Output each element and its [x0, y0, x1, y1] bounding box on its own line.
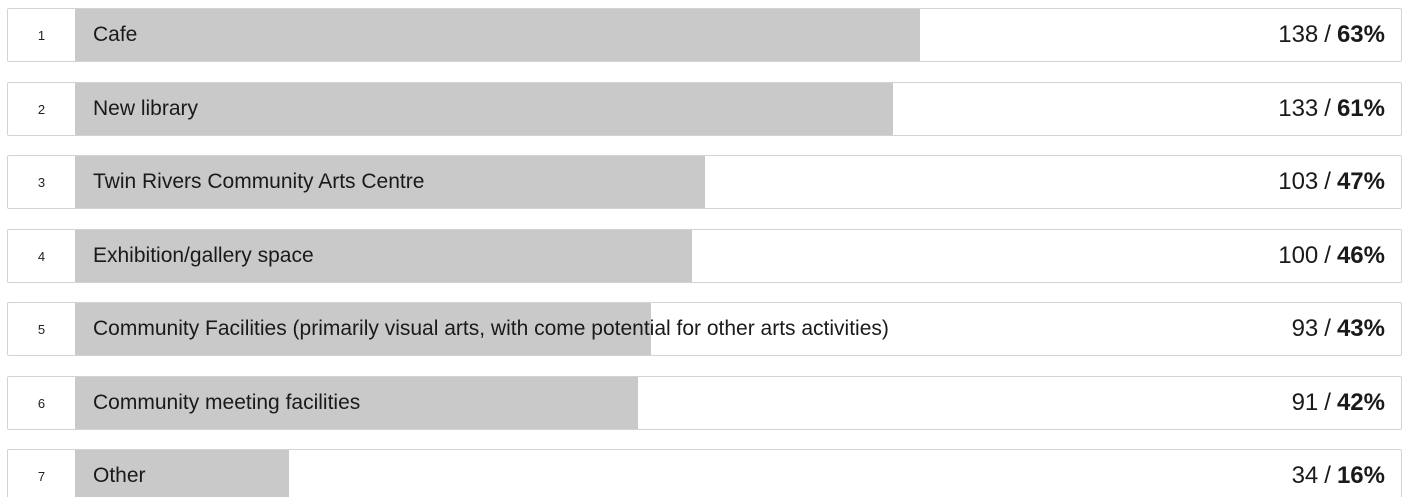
- value-separator: /: [1324, 95, 1331, 122]
- value-readout: 138/63%: [1278, 9, 1385, 61]
- value-readout: 133/61%: [1278, 83, 1385, 135]
- rank-number: 3: [37, 174, 46, 190]
- bar-label: Cafe: [93, 23, 138, 46]
- bar-fill: [75, 303, 652, 355]
- value-readout: 91/42%: [1292, 377, 1385, 429]
- bar-track: [75, 9, 1401, 61]
- count-value: 91: [1291, 389, 1319, 416]
- percent-value: 46%: [1336, 242, 1385, 269]
- bar-row: 4 Exhibition/gallery space 100/46%: [7, 229, 1402, 283]
- bar-track: [75, 303, 1401, 355]
- bar-track: [75, 83, 1401, 135]
- bar-fill: [75, 156, 706, 208]
- bar-track: [75, 156, 1401, 208]
- count-value: 133: [1278, 95, 1319, 122]
- percent-value: 42%: [1336, 389, 1385, 416]
- value-separator: /: [1324, 389, 1331, 416]
- bar-label: Community meeting facilities: [93, 391, 361, 414]
- bar-track: [75, 230, 1401, 282]
- value-separator: /: [1324, 21, 1331, 48]
- bar-fill: [75, 450, 290, 497]
- bar-row: 5 Community Facilities (primarily visual …: [7, 302, 1402, 356]
- count-value: 138: [1278, 21, 1319, 48]
- value-separator: /: [1324, 462, 1331, 489]
- rank-number: 7: [37, 468, 46, 484]
- bar-row: 3 Twin Rivers Community Arts Centre 103/47…: [7, 155, 1402, 209]
- bar-row: 2 New library 133/61%: [7, 82, 1402, 136]
- bar-row: 6 Community meeting facilities 91/42%: [7, 376, 1402, 430]
- bar-track: [75, 450, 1401, 497]
- percent-value: 16%: [1336, 462, 1385, 489]
- bar-fill: [75, 9, 920, 61]
- percent-value: 61%: [1336, 95, 1385, 122]
- value-readout: 34/16%: [1292, 450, 1385, 497]
- bar-track: [75, 377, 1401, 429]
- bar-label: Exhibition/gallery space: [93, 244, 314, 267]
- bar-label: Community Facilities (primarily visual a…: [93, 317, 889, 340]
- value-separator: /: [1324, 315, 1331, 342]
- bar-fill: [75, 83, 893, 135]
- percent-value: 43%: [1336, 315, 1385, 342]
- rank-number: 1: [37, 27, 46, 43]
- bar-row: 7 Other 34/16%: [7, 449, 1402, 497]
- value-separator: /: [1324, 242, 1331, 269]
- value-readout: 100/46%: [1278, 230, 1385, 282]
- bar-label: Other: [93, 464, 146, 487]
- value-separator: /: [1324, 168, 1331, 195]
- count-value: 34: [1291, 462, 1319, 489]
- percent-value: 63%: [1336, 21, 1385, 48]
- count-value: 93: [1291, 315, 1319, 342]
- rank-number: 4: [37, 248, 46, 264]
- bar-fill: [75, 377, 639, 429]
- bar-label: New library: [93, 97, 199, 120]
- count-value: 100: [1278, 242, 1319, 269]
- bar-label: Twin Rivers Community Arts Centre: [93, 170, 425, 193]
- rank-number: 6: [37, 395, 46, 411]
- value-readout: 93/43%: [1292, 303, 1385, 355]
- count-value: 103: [1278, 168, 1319, 195]
- rank-number: 2: [37, 101, 46, 117]
- value-readout: 103/47%: [1278, 156, 1385, 208]
- percent-value: 47%: [1336, 168, 1385, 195]
- rank-number: 5: [37, 321, 46, 337]
- bar-fill: [75, 230, 692, 282]
- bar-row: 1 Cafe 138/63%: [7, 8, 1402, 62]
